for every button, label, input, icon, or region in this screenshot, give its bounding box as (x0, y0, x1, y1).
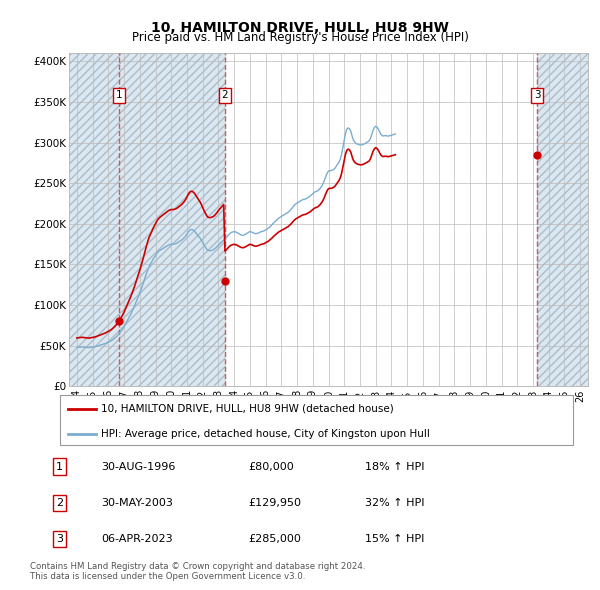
Bar (69, 53, 119, 386)
Text: 3: 3 (56, 535, 63, 545)
Text: 10, HAMILTON DRIVE, HULL, HU8 9HW: 10, HAMILTON DRIVE, HULL, HU8 9HW (151, 21, 449, 35)
Text: 1: 1 (115, 90, 122, 100)
Text: 2: 2 (56, 498, 63, 508)
Text: 32% ↑ HPI: 32% ↑ HPI (365, 498, 424, 508)
Text: Price paid vs. HM Land Registry's House Price Index (HPI): Price paid vs. HM Land Registry's House … (131, 31, 469, 44)
Text: 06-APR-2023: 06-APR-2023 (101, 535, 172, 545)
Bar (119, 53, 225, 386)
Text: 18% ↑ HPI: 18% ↑ HPI (365, 461, 424, 471)
Text: £285,000: £285,000 (248, 535, 302, 545)
Text: 1: 1 (56, 461, 63, 471)
Text: 3: 3 (534, 90, 541, 100)
Text: 2: 2 (221, 90, 228, 100)
Text: £80,000: £80,000 (248, 461, 295, 471)
Text: HPI: Average price, detached house, City of Kingston upon Hull: HPI: Average price, detached house, City… (101, 430, 430, 440)
Text: £129,950: £129,950 (248, 498, 302, 508)
Bar (537, 53, 588, 386)
Bar (69, 53, 119, 386)
Text: Contains HM Land Registry data © Crown copyright and database right 2024.
This d: Contains HM Land Registry data © Crown c… (30, 562, 365, 581)
Bar (119, 53, 225, 386)
Text: 15% ↑ HPI: 15% ↑ HPI (365, 535, 424, 545)
Text: 30-MAY-2003: 30-MAY-2003 (101, 498, 173, 508)
Text: 10, HAMILTON DRIVE, HULL, HU8 9HW (detached house): 10, HAMILTON DRIVE, HULL, HU8 9HW (detac… (101, 404, 394, 414)
Bar (537, 53, 588, 386)
Text: 30-AUG-1996: 30-AUG-1996 (101, 461, 175, 471)
FancyBboxPatch shape (60, 395, 573, 445)
